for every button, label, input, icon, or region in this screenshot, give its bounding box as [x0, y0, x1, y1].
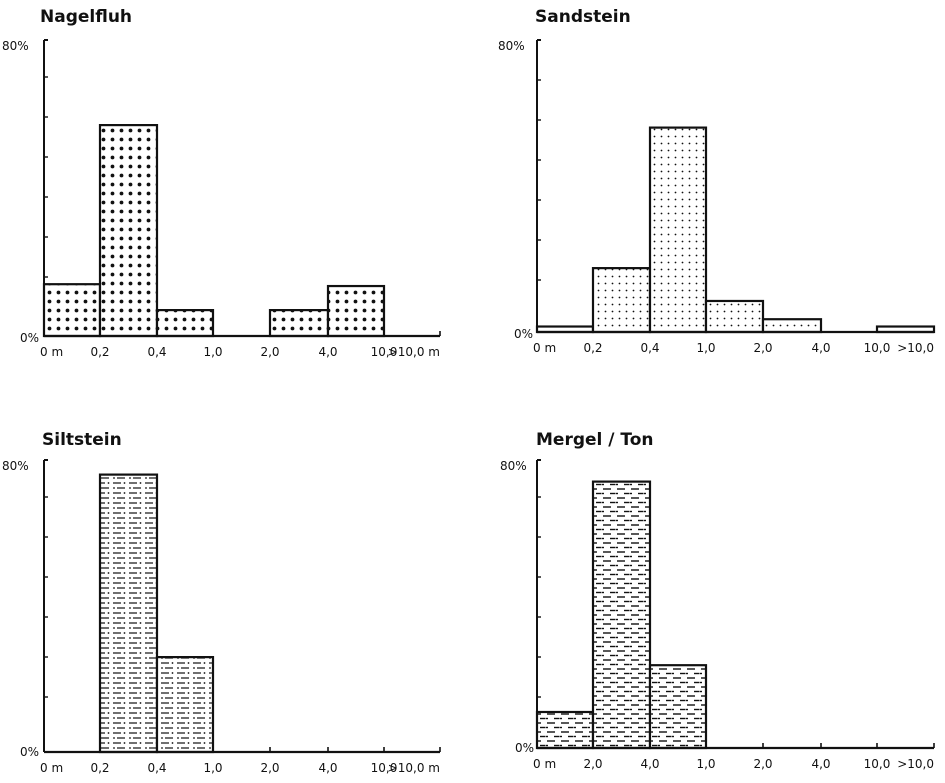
x-tick-label: 0 m	[533, 341, 556, 355]
bar-3	[648, 664, 708, 750]
x-tick-label: 2,0	[260, 761, 279, 775]
y-tick-label-max: 80%	[2, 39, 29, 53]
x-tick-label: 10,0	[371, 345, 398, 359]
x-tick-label: 0,4	[147, 761, 166, 775]
chart-panel-nagelfluh: Nagelfluh 80% 0% 0 m 0,2 0,4 1,0 2,0 4,0 10,0>…	[2, 7, 441, 359]
bar-2	[98, 473, 159, 754]
x-tick-label: 1,0	[203, 345, 222, 359]
x-tick-label: >10,0	[897, 757, 934, 771]
x-tick-label: 0 m	[40, 761, 63, 775]
bar-2	[98, 123, 159, 338]
x-tick-label: 0,4	[640, 341, 659, 355]
x-tick-label: 4,0	[640, 757, 659, 771]
y-tick-label-min: 0%	[20, 331, 39, 345]
y-tick-label-min: 0%	[514, 327, 533, 341]
x-tick-label: >10,0 m	[388, 761, 440, 775]
chart-panel-mergel-ton: Mergel / Ton 80% 0% 0 m 2,0 4,0 1,0 2,0 4,0 10…	[500, 430, 935, 771]
x-tick-label: 0,4	[147, 345, 166, 359]
y-tick-label-max: 80%	[500, 459, 527, 473]
bar-1	[535, 710, 595, 750]
y-tick-label-min: 0%	[515, 741, 534, 755]
chart-panel-sandstein: Sandstein 80% 0% 0 m 0,2 0,4 1,0 2,0 4,0 10,0 >…	[498, 7, 936, 355]
chart-panel-siltstein: Siltstein 80% 0% 0 m 0,2 0,4 1,0 2,0 4,0 10,0>…	[2, 430, 441, 775]
bar-2	[591, 480, 652, 750]
chart-title: Nagelfluh	[40, 7, 132, 27]
y-tick-label-max: 80%	[2, 459, 29, 473]
y-tick-label-max: 80%	[498, 39, 525, 53]
bar-5	[268, 309, 330, 338]
x-tick-label: 2,0	[753, 757, 772, 771]
x-tick-label: 2,0	[583, 757, 602, 771]
x-tick-label: 1,0	[696, 757, 715, 771]
bar-5	[761, 318, 823, 334]
bar-2	[591, 267, 652, 334]
x-tick-label: 0 m	[533, 757, 556, 771]
bar-6	[326, 284, 386, 338]
chart-title: Mergel / Ton	[536, 430, 654, 450]
x-tick-label: 2,0	[260, 345, 279, 359]
x-tick-label: 1,0	[696, 341, 715, 355]
x-tick-label: 1,0	[203, 761, 222, 775]
x-tick-label: 4,0	[811, 341, 830, 355]
bar-1	[42, 283, 102, 338]
x-tick-label: 4,0	[811, 757, 830, 771]
x-tick-label: 2,0	[753, 341, 772, 355]
bar-3	[648, 126, 708, 334]
x-tick-label: 4,0	[318, 345, 337, 359]
bar-3	[155, 655, 215, 754]
bar-4	[704, 299, 765, 334]
x-tick-label: 0,2	[90, 345, 109, 359]
x-tick-label: 0 m	[40, 345, 63, 359]
x-tick-label: >10,0	[897, 341, 934, 355]
x-tick-label: 10,0	[371, 761, 398, 775]
x-tick-label: >10,0 m	[388, 345, 440, 359]
bar-3	[155, 309, 215, 338]
x-tick-label: 0,2	[90, 761, 109, 775]
x-tick-label: 10,0	[864, 341, 891, 355]
chart-title: Siltstein	[42, 430, 122, 450]
chart-title: Sandstein	[535, 7, 631, 27]
x-tick-label: 10,0	[864, 757, 891, 771]
y-tick-label-min: 0%	[20, 745, 39, 759]
x-tick-label: 0,2	[583, 341, 602, 355]
x-tick-label: 4,0	[318, 761, 337, 775]
